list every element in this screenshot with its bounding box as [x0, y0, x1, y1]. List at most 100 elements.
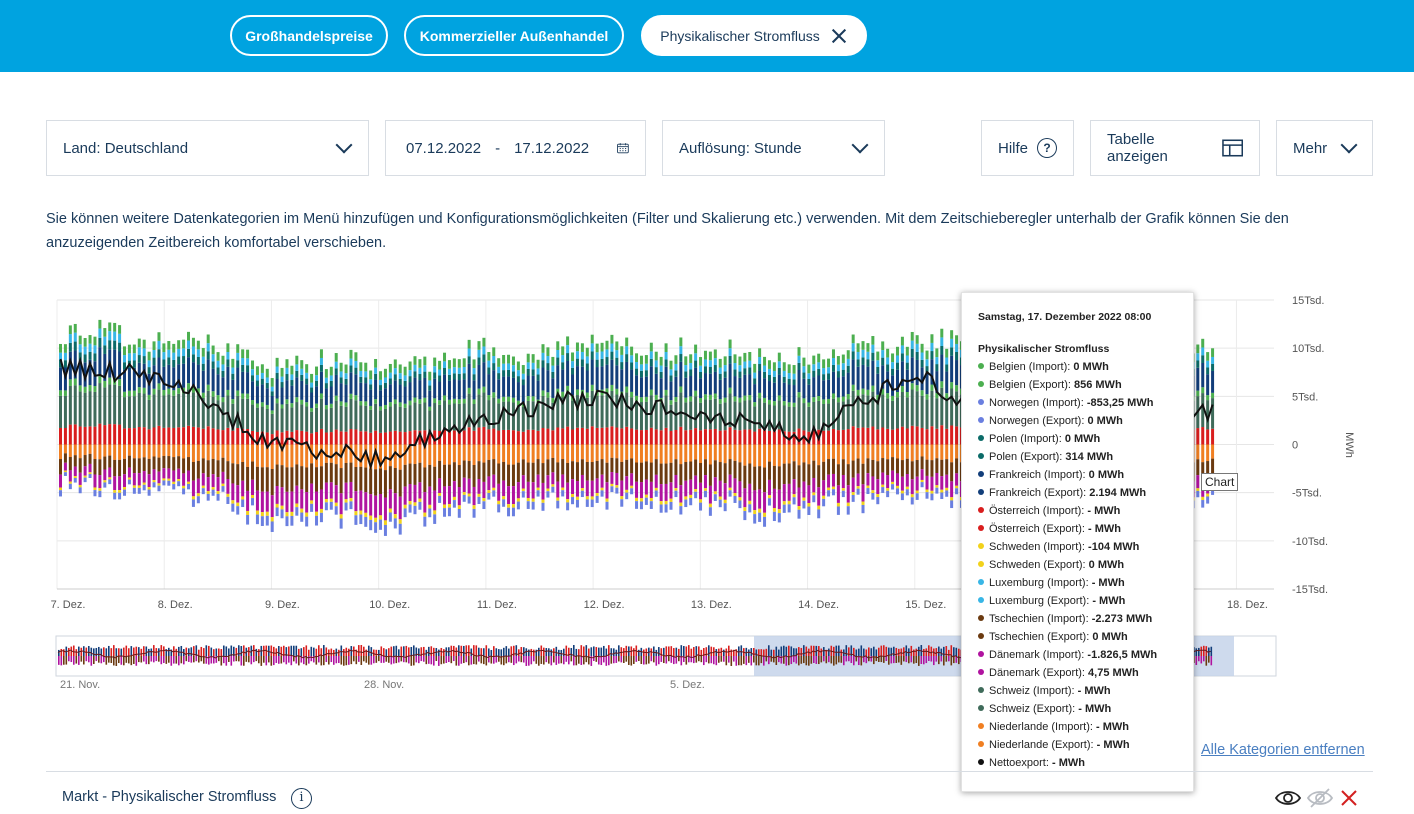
- bar-segment: [472, 399, 476, 404]
- bar-segment: [807, 431, 811, 445]
- close-icon[interactable]: [1339, 787, 1359, 809]
- bar-segment: [191, 386, 195, 393]
- bar-segment: [561, 369, 565, 392]
- bar-segment: [502, 444, 506, 462]
- bar-segment: [772, 376, 776, 383]
- info-icon[interactable]: i: [291, 788, 312, 809]
- bar-segment: [280, 444, 284, 466]
- bar-segment: [137, 392, 141, 427]
- bar-segment: [123, 458, 127, 475]
- bar-segment: [231, 430, 235, 445]
- bar-segment: [910, 425, 914, 445]
- bar-segment: [566, 385, 570, 392]
- bar-segment: [206, 491, 210, 494]
- bar-segment: [221, 430, 225, 445]
- eye-icon[interactable]: [1275, 787, 1301, 809]
- bar-segment: [78, 487, 82, 494]
- date-range-picker[interactable]: 07.12.2022 - 17.12.2022: [385, 120, 646, 176]
- bar-segment: [369, 384, 373, 390]
- bar-segment: [561, 397, 565, 429]
- navigator-bar: [393, 646, 395, 656]
- tab-kommerzieller-aussenhandel[interactable]: Kommerzieller Außenhandel: [404, 15, 624, 56]
- bar-segment: [674, 355, 678, 364]
- bar-segment: [910, 461, 914, 480]
- navigator-bar: [623, 656, 625, 663]
- bar-segment: [462, 430, 466, 445]
- navigator-bar: [313, 656, 315, 663]
- bar-segment: [925, 350, 929, 360]
- bar-segment: [699, 430, 703, 445]
- bar-segment: [127, 353, 131, 361]
- tab-label: Großhandelspreise: [245, 27, 373, 44]
- bar-segment: [620, 499, 624, 507]
- bar-segment: [625, 386, 629, 393]
- bar-segment: [1201, 362, 1205, 388]
- tab-physikalischer-stromfluss[interactable]: Physikalischer Stromfluss: [641, 15, 867, 56]
- navigator-bar: [108, 656, 110, 663]
- show-table-button[interactable]: Tabelle anzeigen: [1090, 120, 1260, 176]
- date-from: 07.12.2022: [406, 139, 482, 157]
- resolution-select[interactable]: Auflösung: Stunde: [662, 120, 885, 176]
- bar-segment: [940, 476, 944, 490]
- bar-segment: [216, 374, 220, 396]
- navigator-bar: [913, 656, 915, 664]
- bar-segment: [758, 512, 762, 522]
- bar-segment: [955, 351, 959, 361]
- bar-segment: [118, 342, 122, 352]
- bar-segment: [364, 444, 368, 468]
- navigator-bar: [148, 656, 150, 665]
- more-menu-button[interactable]: Mehr: [1276, 120, 1373, 176]
- remove-all-categories-link[interactable]: Alle Kategorien entfernen: [1201, 742, 1365, 758]
- navigator-bar: [620, 647, 623, 656]
- bar-segment: [767, 399, 771, 405]
- bar-segment: [364, 362, 368, 372]
- eye-off-icon[interactable]: [1307, 787, 1333, 809]
- bar-segment: [649, 358, 653, 367]
- bar-segment: [827, 379, 831, 399]
- bar-segment: [733, 444, 737, 461]
- bar-segment: [664, 444, 668, 464]
- legend-dot-icon: [978, 489, 984, 495]
- tab-grosshandelspreise[interactable]: Großhandelspreise: [230, 15, 388, 56]
- bar-segment: [98, 328, 102, 338]
- bar-segment: [743, 374, 747, 396]
- bar-segment: [339, 371, 343, 378]
- bar-segment: [428, 380, 432, 386]
- navigator-bar: [323, 656, 325, 666]
- bar-segment: [905, 428, 909, 445]
- bar-segment: [211, 345, 215, 355]
- bar-segment: [763, 467, 767, 493]
- navigator-bar: [188, 656, 190, 662]
- bar-segment: [526, 497, 530, 502]
- navigator-bar: [368, 656, 370, 665]
- bar-segment: [743, 444, 747, 466]
- bar-segment: [881, 388, 885, 395]
- bar-segment: [620, 496, 624, 500]
- country-select[interactable]: Land: Deutschland: [46, 120, 369, 176]
- bar-segment: [615, 487, 619, 494]
- bar-segment: [551, 371, 555, 379]
- navigator-bar: [760, 649, 763, 656]
- navigator-bar: [930, 646, 933, 656]
- bar-segment: [541, 344, 545, 353]
- bar-segment: [900, 490, 904, 494]
- bar-segment: [758, 363, 762, 371]
- bar-segment: [428, 504, 432, 509]
- bar-segment: [152, 357, 156, 366]
- bar-segment: [856, 395, 860, 428]
- bar-segment: [305, 444, 309, 468]
- bar-segment: [600, 487, 604, 491]
- bar-segment: [359, 431, 363, 445]
- bar-segment: [590, 351, 594, 360]
- bar-segment: [891, 375, 895, 396]
- navigator-bar: [945, 646, 948, 656]
- help-button[interactable]: Hilfe ?: [981, 120, 1074, 176]
- bar-segment: [177, 364, 181, 389]
- bar-segment: [246, 466, 250, 491]
- bar-segment: [359, 362, 363, 371]
- bar-segment: [590, 384, 594, 391]
- bar-segment: [886, 357, 890, 365]
- bar-segment: [935, 444, 939, 459]
- navigator-bar: [943, 646, 945, 656]
